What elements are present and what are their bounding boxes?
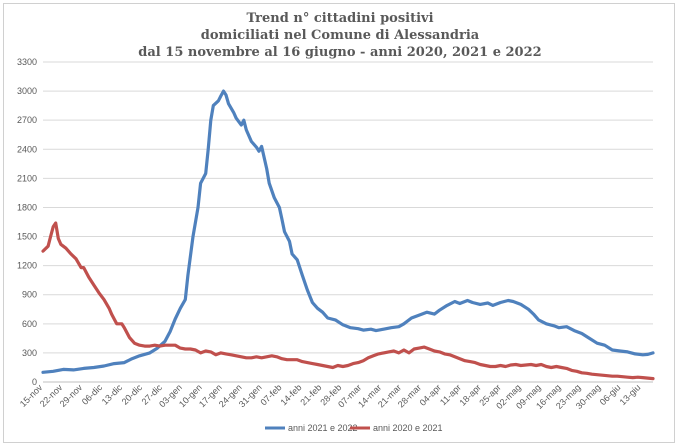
y-axis: 0 300 600 900 1200 1500 1800 2100 2400 2700 3000 33…: [17, 57, 37, 387]
y-tick-label: 1800: [17, 202, 37, 212]
x-tick-label: 21-feb: [298, 382, 323, 407]
y-tick-label: 2400: [17, 144, 37, 154]
series-lines: [41, 89, 655, 381]
y-tick-label: 2100: [17, 173, 37, 183]
x-tick-label: 06-giu: [598, 382, 623, 407]
x-tick-label: 31-gen: [237, 382, 264, 409]
chart-frame: Trend n° cittadini positivi domiciliati …: [3, 3, 675, 443]
x-axis: 15-nov22-nov29-nov06-dic13-dic20-dic27-d…: [18, 382, 643, 411]
y-tick-label: 600: [22, 319, 37, 329]
y-tick-label: 3300: [17, 57, 37, 67]
legend: anni 2021 e 2022 anni 2020 e 2021: [265, 423, 443, 433]
x-tick-label: 18-apr: [457, 382, 482, 407]
y-tick-label: 300: [22, 348, 37, 358]
gridlines: [43, 61, 653, 383]
series-line-anni-2021-2022: [41, 89, 655, 374]
y-tick-label: 1200: [17, 261, 37, 271]
y-tick-label: 2700: [17, 115, 37, 125]
y-tick-label: 0: [32, 377, 37, 387]
chart-title-line-1: Trend n° cittadini positivi: [246, 11, 434, 26]
legend-label: anni 2021 e 2022: [288, 423, 358, 433]
x-tick-label: 29-nov: [58, 382, 85, 409]
y-tick-label: 900: [22, 290, 37, 300]
x-tick-label: 14-feb: [278, 382, 303, 407]
y-tick-label: 3000: [17, 86, 37, 96]
x-tick-label: 07-feb: [258, 382, 283, 407]
chart-title-line-2: domiciliati nel Comune di Alessandria: [200, 28, 480, 43]
series-line-anni-2020-2021: [41, 221, 655, 381]
x-tick-label: 13-dic: [100, 382, 125, 407]
x-tick-label: 13-giu: [618, 382, 643, 407]
x-tick-label: 06-dic: [80, 382, 105, 407]
chart-title: Trend n° cittadini positivi domiciliati …: [4, 10, 676, 61]
legend-label: anni 2020 e 2021: [373, 423, 443, 433]
x-tick-label: 20-dic: [120, 382, 145, 407]
x-tick-label: 04-apr: [418, 382, 443, 407]
chart-title-line-3: dal 15 novembre al 16 giugno - anni 2020…: [138, 45, 542, 60]
y-tick-label: 1500: [17, 232, 37, 242]
